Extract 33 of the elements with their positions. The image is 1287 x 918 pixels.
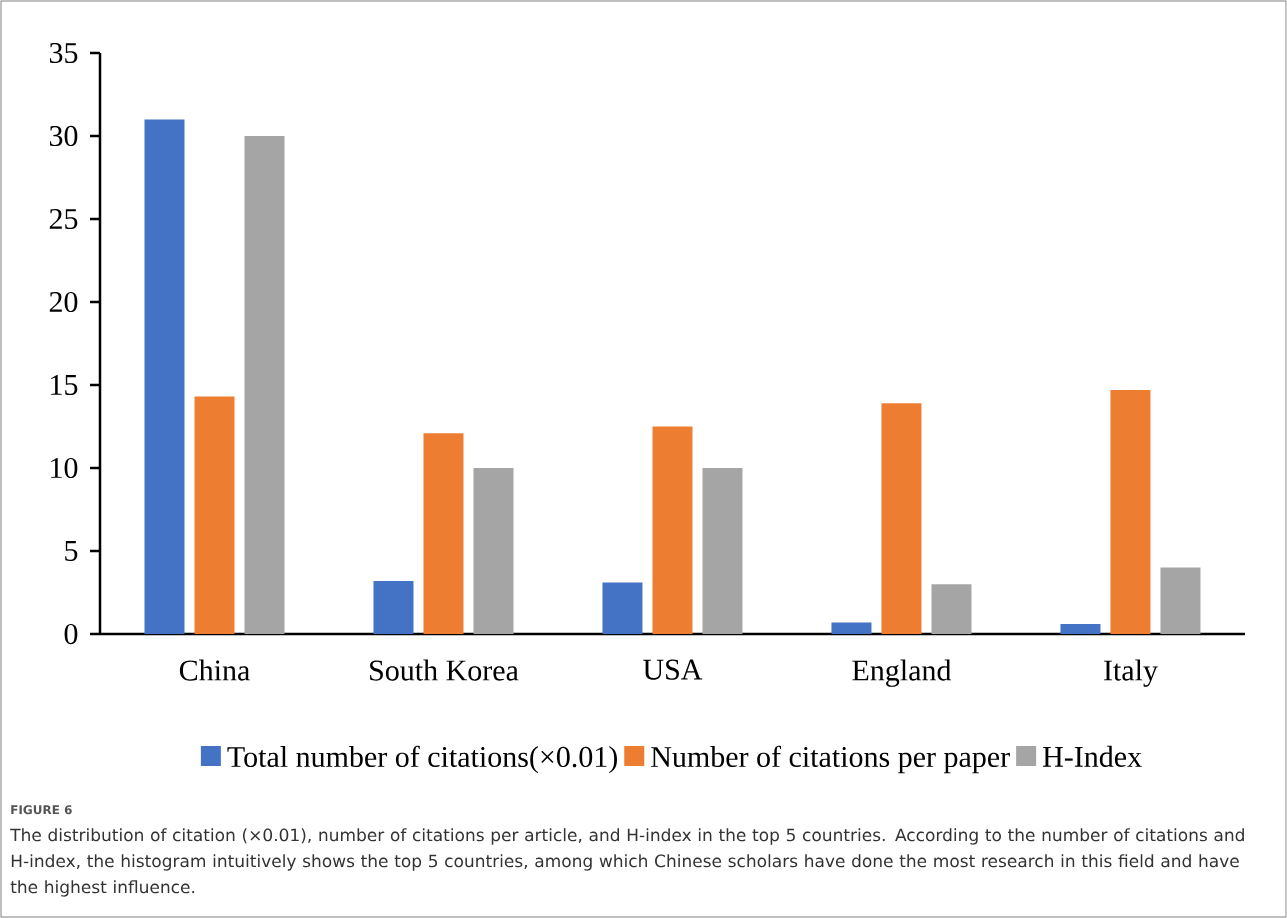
caption: FIGURE 6 [11,805,72,815]
bar [931,584,972,634]
bar [423,433,464,634]
bar [652,426,693,634]
y-tick-label: 10 [51,457,78,479]
y-tick-label: 20 [49,291,78,313]
y-tick-label: 0 [64,623,78,645]
x-tick-label: Italy [1104,659,1158,687]
x-tick-label: USA [643,659,703,680]
x-tick-label: China [179,659,250,681]
bar [144,119,185,634]
bar [373,580,414,634]
bar [881,403,922,634]
y-tick-label: 15 [51,374,78,396]
bar [1160,567,1201,634]
y-tick-label: 30 [49,125,78,147]
y-tick-label: 35 [49,42,78,64]
bar [602,582,643,634]
x-tick-label: England [852,659,952,687]
y-tick-label: 25 [49,208,78,230]
y-tick-label: 5 [65,541,78,561]
bar [194,396,235,634]
x-tick-label: South Korea [370,659,519,681]
legend-label: Total number of citations(×0.01) [227,745,617,774]
bar [831,622,872,634]
bar [1110,389,1151,634]
legend-label: Number of citations per paper [651,745,1010,774]
bar [702,468,743,634]
bar [473,468,514,634]
legend-label: H-Index [1042,745,1142,767]
bar [244,136,285,634]
bar [1060,624,1101,634]
text: The distribution of citation (×0.01), number of citations per article, and H-index in the top 5 countries. According to the number of citations and H-index, the histogram intuitively shows the top 5 countries, among which Chinese scholars have done the most research in this field and have the highest influence. [10,828,1244,897]
